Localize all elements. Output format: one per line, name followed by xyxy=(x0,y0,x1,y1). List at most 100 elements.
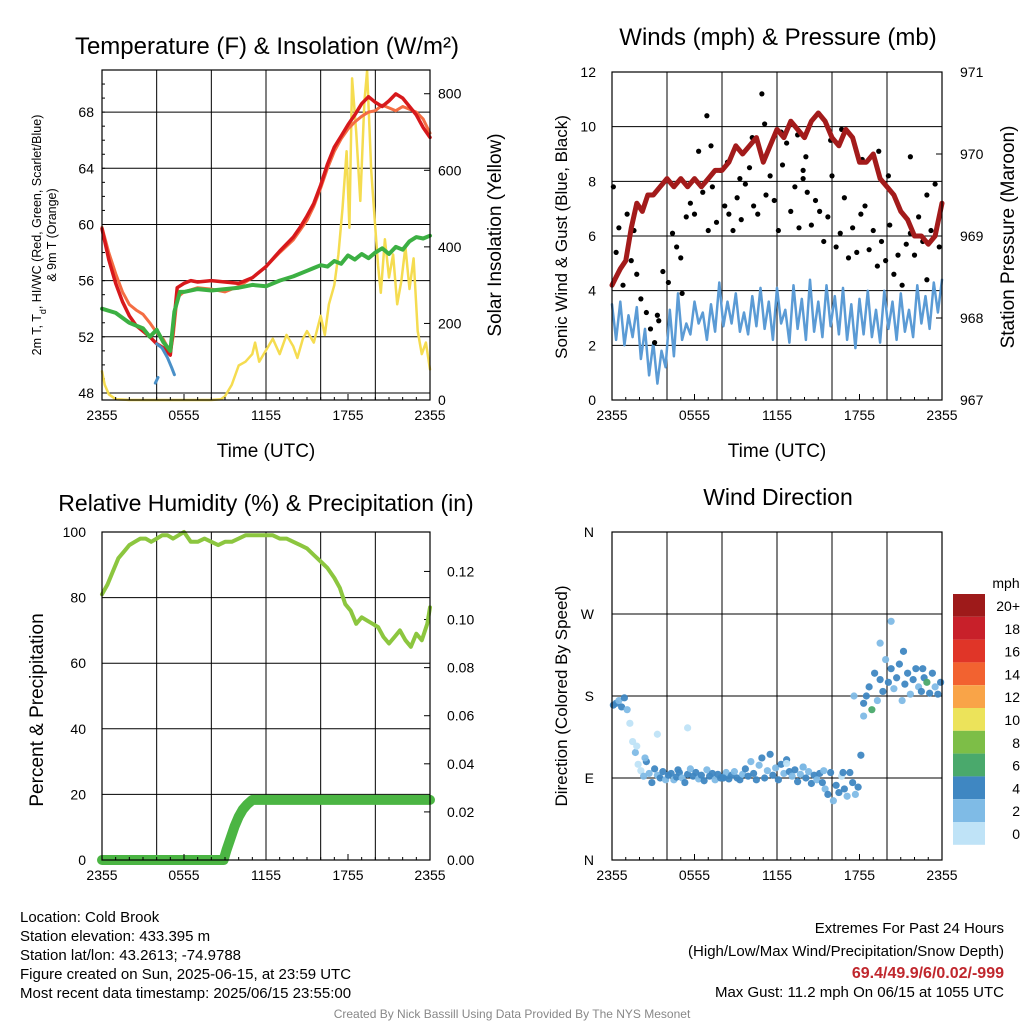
pressure-line xyxy=(609,110,945,288)
gust-point xyxy=(634,271,640,277)
sonic-wind-line xyxy=(610,278,944,385)
gust-point xyxy=(936,244,942,250)
rh-chart-title: Relative Humidity (%) & Precipitation (i… xyxy=(58,490,473,516)
gust-point xyxy=(907,154,913,160)
temp-x-axis-label: Time (UTC) xyxy=(217,441,316,462)
gust-point xyxy=(730,227,736,234)
rh-xtick-label: 2355 xyxy=(86,867,117,883)
direction-point xyxy=(755,761,763,769)
gust-point xyxy=(683,214,689,220)
gust-point xyxy=(862,203,868,209)
extremes-values: 69.4/49.9/6/0.02/-999 xyxy=(851,965,1004,982)
wind-ytick-label: 12 xyxy=(580,64,596,80)
gust-point xyxy=(792,184,798,190)
temp-xtick-label: 1155 xyxy=(251,407,281,423)
gust-point xyxy=(691,211,698,217)
legend-label: 6 xyxy=(1012,758,1020,774)
direction-point xyxy=(824,790,832,799)
gust-point xyxy=(613,249,619,255)
temp-xtick-label: 1755 xyxy=(332,407,363,423)
gust-point xyxy=(784,140,790,146)
temp-xtick-label: 0555 xyxy=(168,407,199,423)
dir-ytick-label: W xyxy=(581,606,595,622)
direction-point xyxy=(686,765,694,773)
gust-point xyxy=(660,268,666,275)
direction-point xyxy=(620,694,628,702)
gust-point xyxy=(808,222,814,228)
wind-x-axis-label: Time (UTC) xyxy=(728,441,827,462)
direction-point xyxy=(839,768,847,777)
precip-tick-label: 0.00 xyxy=(447,852,474,868)
direction-point xyxy=(821,785,829,793)
rh-y-axis-label: Percent & Precipitation xyxy=(27,613,48,806)
direction-point xyxy=(741,765,749,773)
direction-point xyxy=(648,778,656,787)
gust-point xyxy=(713,219,720,225)
gust-point xyxy=(696,148,702,154)
temperature-chart: 48 52 56 60 64 68 0 200 400 600 800 2355 0555 1155 175… xyxy=(30,33,506,462)
direction-point xyxy=(656,774,664,782)
gust-point xyxy=(800,167,806,173)
direction-point xyxy=(794,778,802,786)
pressure-tick-label: 967 xyxy=(960,392,984,408)
direction-point xyxy=(788,772,796,780)
direction-point xyxy=(893,674,901,682)
direction-point xyxy=(912,665,920,673)
dir-chart-title: Wind Direction xyxy=(703,484,853,510)
pressure-tick-label: 969 xyxy=(960,228,984,244)
rh-line xyxy=(100,530,432,649)
gust-point xyxy=(775,227,781,234)
pressure-tick-label: 968 xyxy=(960,310,984,326)
temp-series-4 xyxy=(155,342,176,377)
direction-point xyxy=(667,769,675,778)
precip-tick-label: 0.04 xyxy=(447,756,474,772)
direction-point xyxy=(862,692,870,700)
direction-point xyxy=(871,669,879,677)
direction-point xyxy=(934,690,942,698)
legend-label: 14 xyxy=(1004,666,1020,682)
gust-point xyxy=(687,200,693,206)
gust-point xyxy=(679,290,685,296)
temp-series-3 xyxy=(100,233,432,353)
gust-point xyxy=(812,197,819,204)
direction-point xyxy=(887,617,895,625)
precip-tick-label: 0.10 xyxy=(447,612,474,628)
gust-point xyxy=(734,195,740,201)
direction-point xyxy=(884,678,892,686)
direction-point xyxy=(692,768,700,777)
direction-point xyxy=(818,778,826,787)
gust-point xyxy=(829,173,835,179)
temp-xtick-label: 2355 xyxy=(414,407,445,423)
gust-point xyxy=(704,113,710,119)
gust-point xyxy=(876,148,882,154)
direction-point xyxy=(851,790,859,799)
legend-swatch xyxy=(953,799,985,822)
direction-point xyxy=(626,719,634,727)
gust-point xyxy=(895,252,901,258)
legend-swatch xyxy=(953,753,985,777)
gust-point xyxy=(821,238,827,245)
gust-point xyxy=(903,241,909,247)
direction-point xyxy=(843,792,851,800)
legend-swatch xyxy=(953,639,985,663)
legend-swatch xyxy=(953,685,985,708)
gust-point xyxy=(928,227,934,234)
direction-point xyxy=(684,724,692,732)
station-latlon: Station lat/lon: 43.2613; -74.9788 xyxy=(20,947,242,964)
legend-swatch xyxy=(953,776,985,800)
temp-ytick-label: 64 xyxy=(78,160,94,176)
rh-ytick-label: 20 xyxy=(70,786,86,802)
direction-point xyxy=(752,776,760,784)
rh-ytick-label: 100 xyxy=(63,524,87,540)
max-gust: Max Gust: 11.2 mph On 06/15 at 1055 UTC xyxy=(714,984,1004,1001)
direction-point xyxy=(868,706,876,714)
legend-swatch xyxy=(953,594,985,617)
direction-point xyxy=(700,777,708,785)
temp-series-5 xyxy=(153,376,160,385)
temp-y-axis-label-line2: & 9m T (Orange) xyxy=(45,188,59,281)
legend-label: 8 xyxy=(1012,735,1020,751)
direction-point xyxy=(904,669,912,677)
dir-xtick-label: 1155 xyxy=(762,867,792,883)
direction-point xyxy=(850,692,858,700)
